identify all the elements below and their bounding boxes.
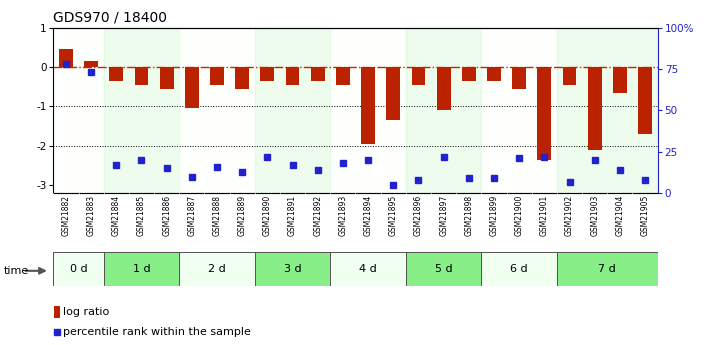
Text: 3 d: 3 d — [284, 264, 301, 274]
Bar — [557, 252, 658, 286]
Bar — [134, 67, 149, 85]
Bar — [361, 67, 375, 144]
Text: percentile rank within the sample: percentile rank within the sample — [63, 327, 251, 337]
Bar — [412, 67, 425, 85]
Bar — [406, 28, 481, 193]
Bar — [638, 67, 652, 134]
Bar — [54, 306, 60, 318]
Bar — [104, 28, 179, 193]
Bar — [481, 252, 557, 286]
Bar — [386, 67, 400, 120]
Text: 1 d: 1 d — [133, 264, 150, 274]
Bar — [311, 67, 325, 81]
Bar — [481, 28, 557, 193]
Bar — [210, 67, 224, 85]
Bar — [336, 67, 350, 85]
Bar — [84, 61, 98, 67]
Text: 5 d: 5 d — [435, 264, 452, 274]
Bar — [487, 67, 501, 81]
Bar — [59, 49, 73, 67]
Bar — [179, 252, 255, 286]
Bar — [331, 28, 406, 193]
Bar — [255, 252, 331, 286]
Bar — [160, 67, 173, 89]
Text: 4 d: 4 d — [359, 264, 377, 274]
Bar — [255, 28, 331, 193]
Bar — [538, 67, 551, 160]
Bar — [437, 67, 451, 110]
Text: 7 d: 7 d — [599, 264, 616, 274]
Bar — [613, 67, 627, 93]
Bar — [109, 67, 123, 81]
Text: time: time — [4, 266, 29, 276]
Bar — [53, 28, 104, 193]
Bar — [588, 67, 602, 150]
Bar — [185, 67, 199, 108]
Bar — [260, 67, 274, 81]
Bar — [331, 252, 406, 286]
Bar — [406, 252, 481, 286]
Bar — [557, 28, 658, 193]
Text: log ratio: log ratio — [63, 307, 109, 317]
Bar — [179, 28, 255, 193]
Bar — [562, 67, 577, 85]
Text: 2 d: 2 d — [208, 264, 226, 274]
Text: 6 d: 6 d — [510, 264, 528, 274]
Bar — [104, 252, 179, 286]
Text: 0 d: 0 d — [70, 264, 87, 274]
Text: GDS970 / 18400: GDS970 / 18400 — [53, 10, 167, 24]
Bar — [462, 67, 476, 81]
Bar — [286, 67, 299, 85]
Bar — [53, 252, 104, 286]
Bar — [512, 67, 526, 89]
Bar — [235, 67, 249, 89]
